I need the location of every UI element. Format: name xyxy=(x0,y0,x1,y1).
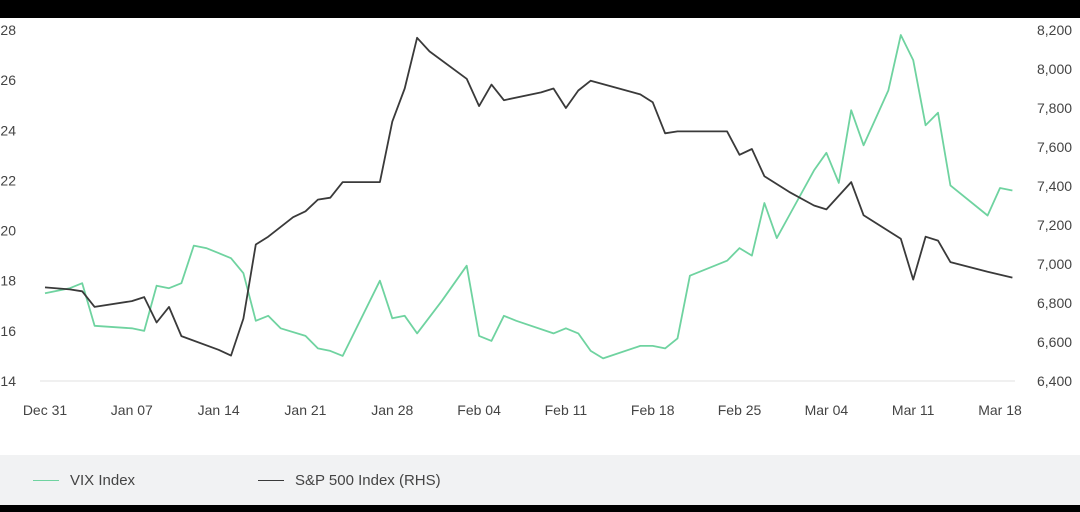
x-axis-tick-label: Feb 25 xyxy=(718,402,762,418)
x-axis-tick-label: Feb 04 xyxy=(457,402,501,418)
legend-label-sp500: S&P 500 Index (RHS) xyxy=(295,471,441,489)
right-axis-tick-label: 6,600 xyxy=(1037,334,1072,350)
chart-legend: VIX Index S&P 500 Index (RHS) xyxy=(0,455,1080,505)
left-axis-tick-label: 26 xyxy=(0,72,16,88)
legend-item-vix: VIX Index xyxy=(33,455,135,505)
left-axis-tick-label: 24 xyxy=(0,122,16,138)
x-axis-tick-label: Feb 11 xyxy=(545,402,588,418)
chart-panel: 14 16 18 20 22 24 26 28 6,400 6,600 6,800 7,000 7,2… xyxy=(0,18,1080,505)
sp500-index-line xyxy=(44,36,1013,357)
x-axis-tick-label: Jan 14 xyxy=(198,402,240,418)
vix-index-line xyxy=(44,34,1013,360)
line-chart: 14 16 18 20 22 24 26 28 6,400 6,600 6,800 7,000 7,2… xyxy=(0,22,1072,418)
right-axis-tick-label: 7,800 xyxy=(1037,100,1072,116)
right-axis-tick-label: 7,400 xyxy=(1037,178,1072,194)
left-axis-tick-label: 16 xyxy=(0,323,16,339)
right-axis-tick-label: 7,600 xyxy=(1037,139,1072,155)
left-axis-tick-label: 14 xyxy=(0,373,16,389)
x-axis-tick-label: Mar 04 xyxy=(805,402,849,418)
right-axis-tick-label: 6,800 xyxy=(1037,295,1072,311)
left-axis-tick-label: 20 xyxy=(0,223,16,239)
x-axis-tick-label: Jan 07 xyxy=(111,402,153,418)
left-axis-tick-label: 28 xyxy=(0,22,16,38)
right-axis-tick-labels: 6,400 6,600 6,800 7,000 7,200 7,400 7,600 7,800… xyxy=(1037,22,1072,389)
right-axis-tick-label: 7,200 xyxy=(1037,217,1072,233)
x-axis-tick-label: Jan 28 xyxy=(371,402,413,418)
right-axis-tick-label: 7,000 xyxy=(1037,256,1072,272)
right-axis-tick-label: 6,400 xyxy=(1037,373,1072,389)
x-axis-tick-label: Mar 18 xyxy=(978,402,1022,418)
legend-swatch-sp500 xyxy=(258,479,284,481)
left-axis-tick-label: 18 xyxy=(0,273,16,289)
left-axis-tick-label: 22 xyxy=(0,172,16,188)
x-axis-tick-label: Jan 21 xyxy=(284,402,326,418)
legend-swatch-vix xyxy=(33,479,59,481)
x-axis-tick-label: Mar 11 xyxy=(892,402,935,418)
legend-item-sp500: S&P 500 Index (RHS) xyxy=(258,455,441,505)
x-axis-tick-label: Feb 18 xyxy=(631,402,675,418)
right-axis-tick-label: 8,000 xyxy=(1037,61,1072,77)
left-axis-tick-labels: 14 16 18 20 22 24 26 28 xyxy=(0,22,16,389)
x-axis-tick-label: Dec 31 xyxy=(23,402,68,418)
x-axis-tick-labels: Dec 31 Jan 07 Jan 14 Jan 21 Jan 28 Feb 04 Feb … xyxy=(23,402,1022,418)
legend-label-vix: VIX Index xyxy=(70,471,136,489)
right-axis-tick-label: 8,200 xyxy=(1037,22,1072,38)
